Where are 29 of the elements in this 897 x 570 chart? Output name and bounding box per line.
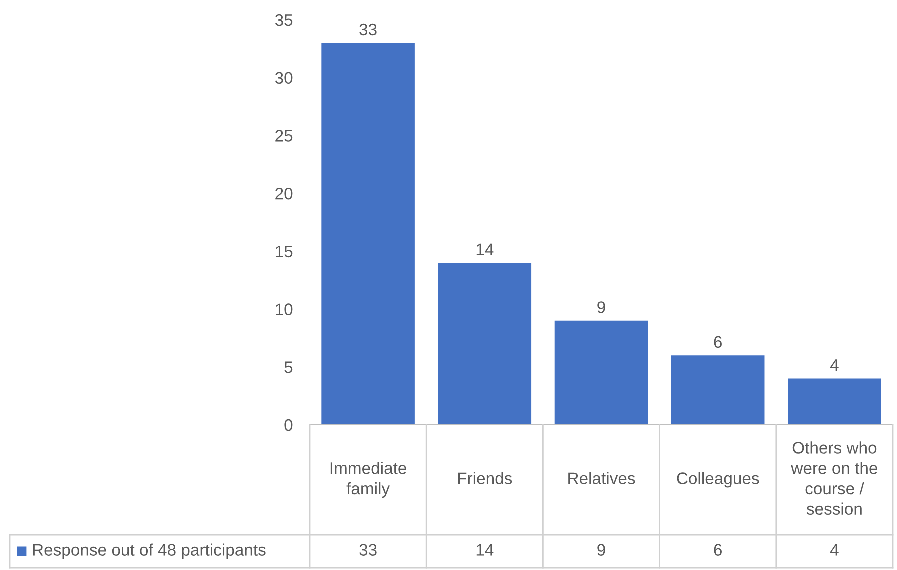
bar	[788, 378, 882, 425]
data-label: 14	[476, 544, 494, 556]
y-tick-label: 35	[275, 14, 293, 26]
annotation: 33	[360, 24, 377, 36]
bar	[671, 356, 765, 425]
y-tick-label: 25	[276, 130, 293, 142]
annotation: 4	[830, 360, 839, 372]
bar	[322, 43, 415, 425]
bar	[554, 320, 648, 425]
y-tick-label: 5	[284, 362, 293, 374]
legend-label: Response out of 48 participants	[33, 544, 266, 560]
y-tick-label: 0	[284, 419, 293, 432]
y-tick-label: 20	[276, 188, 293, 200]
data-label: 4	[830, 544, 839, 556]
annotation: 14	[476, 244, 494, 256]
data-label: 6	[714, 544, 722, 556]
x-tick-label: Friends	[458, 472, 512, 484]
data-label: 9	[598, 544, 606, 556]
annotation: 9	[598, 302, 606, 314]
x-tick-label: Relatives	[568, 472, 636, 484]
bar	[438, 263, 532, 425]
x-tick-label: Colleagues	[677, 472, 760, 488]
annotation: 6	[714, 336, 722, 348]
x-tick-label: Others who were on the course / session	[791, 442, 878, 516]
y-tick-label: 10	[276, 304, 293, 316]
y-tick-label: 15	[276, 246, 293, 258]
x-tick-label: Immediate family	[330, 462, 406, 498]
data-label: 33	[360, 544, 377, 556]
y-tick-label: 30	[275, 72, 293, 84]
